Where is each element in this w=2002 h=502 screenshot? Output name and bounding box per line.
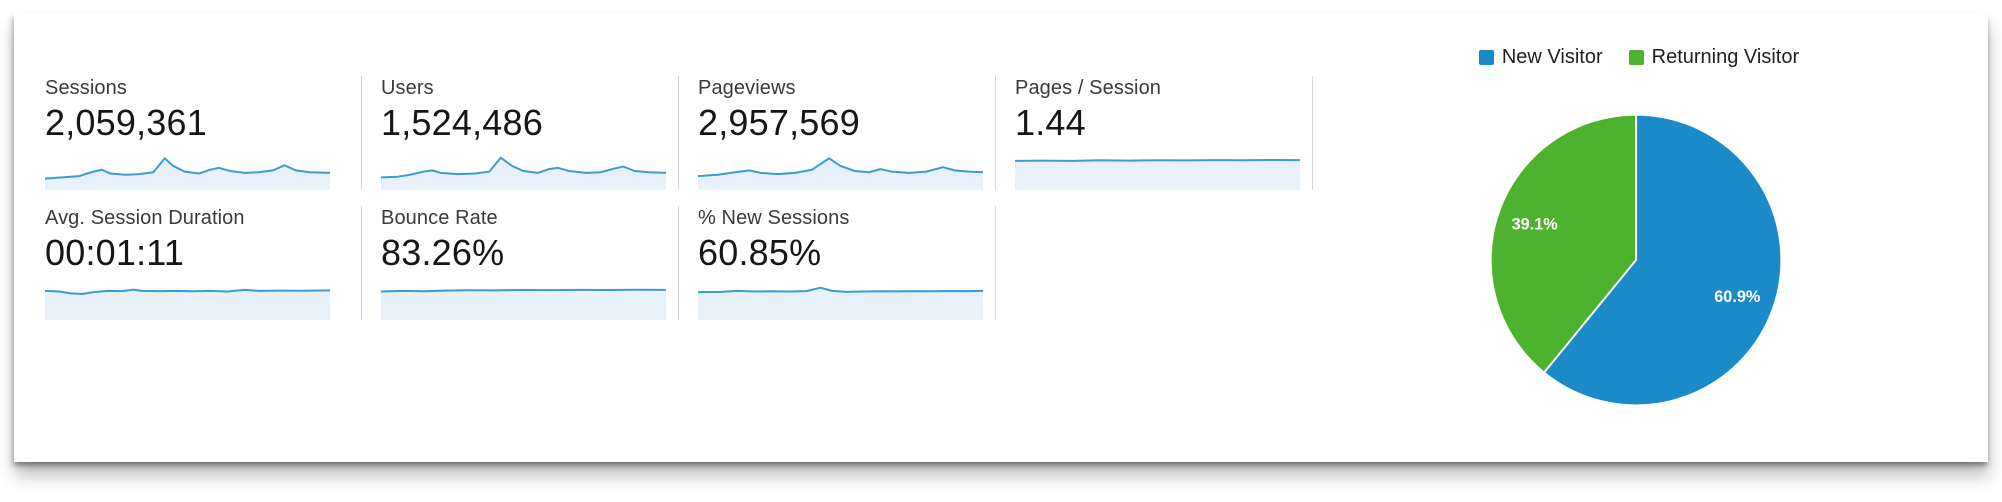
- legend-label: Returning Visitor: [1651, 46, 1800, 68]
- sparkline-users: [381, 152, 666, 190]
- metric-label: Bounce Rate: [381, 207, 498, 229]
- metric-card-users[interactable]: Users 1,524,486: [362, 76, 679, 190]
- sparkline-avg-session-duration: [45, 282, 330, 320]
- metric-value: 60.85%: [698, 232, 822, 273]
- visitor-pie-chart: 60.9% 39.1%: [1483, 107, 1789, 413]
- metric-label: Pageviews: [698, 77, 796, 99]
- metric-value: 2,957,569: [698, 102, 860, 143]
- pie-slice-percent-label: 39.1%: [1512, 216, 1559, 234]
- pie-slice-returning-visitor[interactable]: [1489, 113, 1637, 374]
- metric-value: 00:01:11: [45, 232, 185, 273]
- legend-swatch-returning-visitor: [1628, 50, 1644, 65]
- metric-card-new-sessions-pct[interactable]: % New Sessions 60.85%: [679, 206, 996, 320]
- legend-label: New Visitor: [1501, 46, 1603, 68]
- legend-swatch-new-visitor: [1478, 50, 1494, 65]
- analytics-overview-panel: Sessions 2,059,361 Users 1,524,486 Pagev…: [14, 13, 1988, 462]
- sparkline-sessions: [45, 152, 330, 190]
- metric-label: Pages / Session: [1015, 77, 1162, 99]
- metric-card-sessions[interactable]: Sessions 2,059,361: [45, 76, 362, 190]
- metric-cards-grid: Sessions 2,059,361 Users 1,524,486 Pagev…: [45, 76, 1313, 320]
- metric-label: % New Sessions: [698, 207, 850, 229]
- pie-slice-new-visitor[interactable]: [1543, 113, 1783, 407]
- metric-value: 2,059,361: [45, 102, 207, 143]
- legend-item-new-visitor[interactable]: New Visitor: [1478, 46, 1603, 69]
- legend-item-returning-visitor[interactable]: Returning Visitor: [1628, 46, 1800, 69]
- metric-label: Sessions: [45, 77, 127, 99]
- metric-value: 1,524,486: [381, 102, 543, 143]
- metric-label: Avg. Session Duration: [45, 207, 245, 229]
- sparkline-bounce-rate: [381, 282, 666, 320]
- metric-card-pageviews[interactable]: Pageviews 2,957,569: [679, 76, 996, 190]
- metric-value: 83.26%: [381, 232, 505, 273]
- metric-value: 1.44: [1015, 102, 1086, 143]
- sparkline-new-sessions-pct: [698, 282, 983, 320]
- sparkline-pages-per-session: [1015, 152, 1300, 190]
- sparkline-pageviews: [698, 152, 983, 190]
- metric-card-bounce-rate[interactable]: Bounce Rate 83.26%: [362, 206, 679, 320]
- pie-slice-percent-label: 60.9%: [1714, 288, 1761, 306]
- pie-legend: New Visitor Returning Visitor: [1449, 46, 1829, 69]
- metric-card-avg-session-duration[interactable]: Avg. Session Duration 00:01:11: [45, 206, 362, 320]
- metric-card-pages-per-session[interactable]: Pages / Session 1.44: [996, 76, 1313, 190]
- metric-label: Users: [381, 77, 434, 99]
